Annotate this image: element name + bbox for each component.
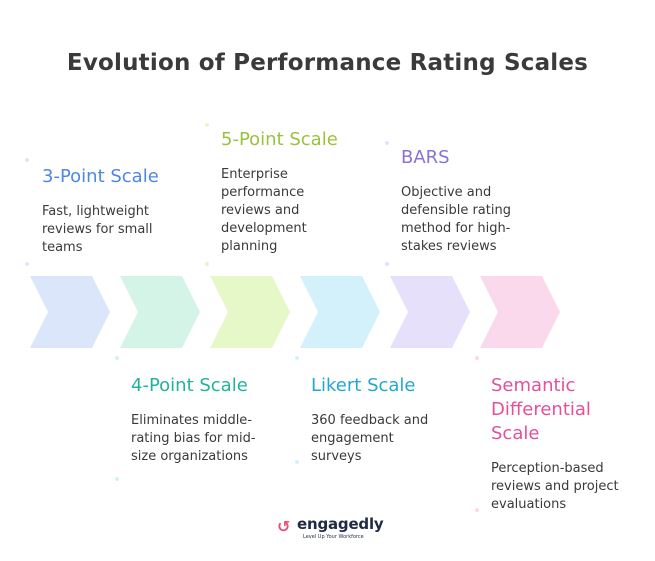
- stage-4-point-scale: 4-Point Scale Eliminates middle-rating b…: [131, 374, 281, 466]
- stage-description: Enterprise performance reviews and devel…: [221, 167, 307, 254]
- stage-description: Fast, lightweight reviews for small team…: [42, 204, 153, 255]
- stage-semantic-differential-scale: Semantic Differential Scale Perception-b…: [491, 374, 641, 514]
- chevron-1: [30, 276, 110, 348]
- connector-dot: [115, 477, 119, 481]
- stage-title: BARS: [401, 147, 450, 168]
- connector-dot: [475, 508, 479, 512]
- stage-description: 360 feedback and engagement surveys: [311, 413, 429, 464]
- chevron-4: [300, 276, 380, 348]
- stage-description: Eliminates middle-rating bias for mid-si…: [131, 413, 256, 464]
- connector-dot: [385, 141, 389, 145]
- stage-title: 3-Point Scale: [42, 166, 159, 187]
- engagedly-logo: ↺ engagedly Level Up Your Workforce: [277, 515, 387, 545]
- stage-title: 5-Point Scale: [221, 129, 338, 150]
- stage-likert-scale: Likert Scale 360 feedback and engagement…: [311, 374, 461, 466]
- connector-dot: [475, 356, 479, 360]
- connector-dot: [205, 123, 209, 127]
- connector-dot: [205, 262, 209, 266]
- connector-dot: [295, 460, 299, 464]
- stage-title: Semantic Differential Scale: [491, 375, 591, 444]
- connector-dot: [295, 356, 299, 360]
- chevron-6: [480, 276, 560, 348]
- stage-title: Likert Scale: [311, 375, 416, 396]
- stage-5-point-scale: 5-Point Scale Enterprise performance rev…: [221, 128, 371, 256]
- connector-dot: [115, 356, 119, 360]
- stage-title: 4-Point Scale: [131, 375, 248, 396]
- chevron-2: [120, 276, 200, 348]
- stage-description: Perception-based reviews and project eva…: [491, 461, 619, 512]
- page-title: Evolution of Performance Rating Scales: [66, 50, 589, 76]
- stage-description: Objective and defensible rating method f…: [401, 185, 511, 254]
- logo-tagline: Level Up Your Workforce: [303, 534, 364, 540]
- connector-dot: [385, 262, 389, 266]
- logo-wordmark: engagedly: [297, 515, 384, 533]
- connector-dot: [25, 158, 29, 162]
- stage-3-point-scale: 3-Point Scale Fast, lightweight reviews …: [42, 165, 192, 257]
- chevron-5: [390, 276, 470, 348]
- chevron-3: [210, 276, 290, 348]
- stage-bars: BARS Objective and defensible rating met…: [401, 146, 551, 256]
- connector-dot: [25, 262, 29, 266]
- logo-mark-icon: ↺: [277, 517, 291, 536]
